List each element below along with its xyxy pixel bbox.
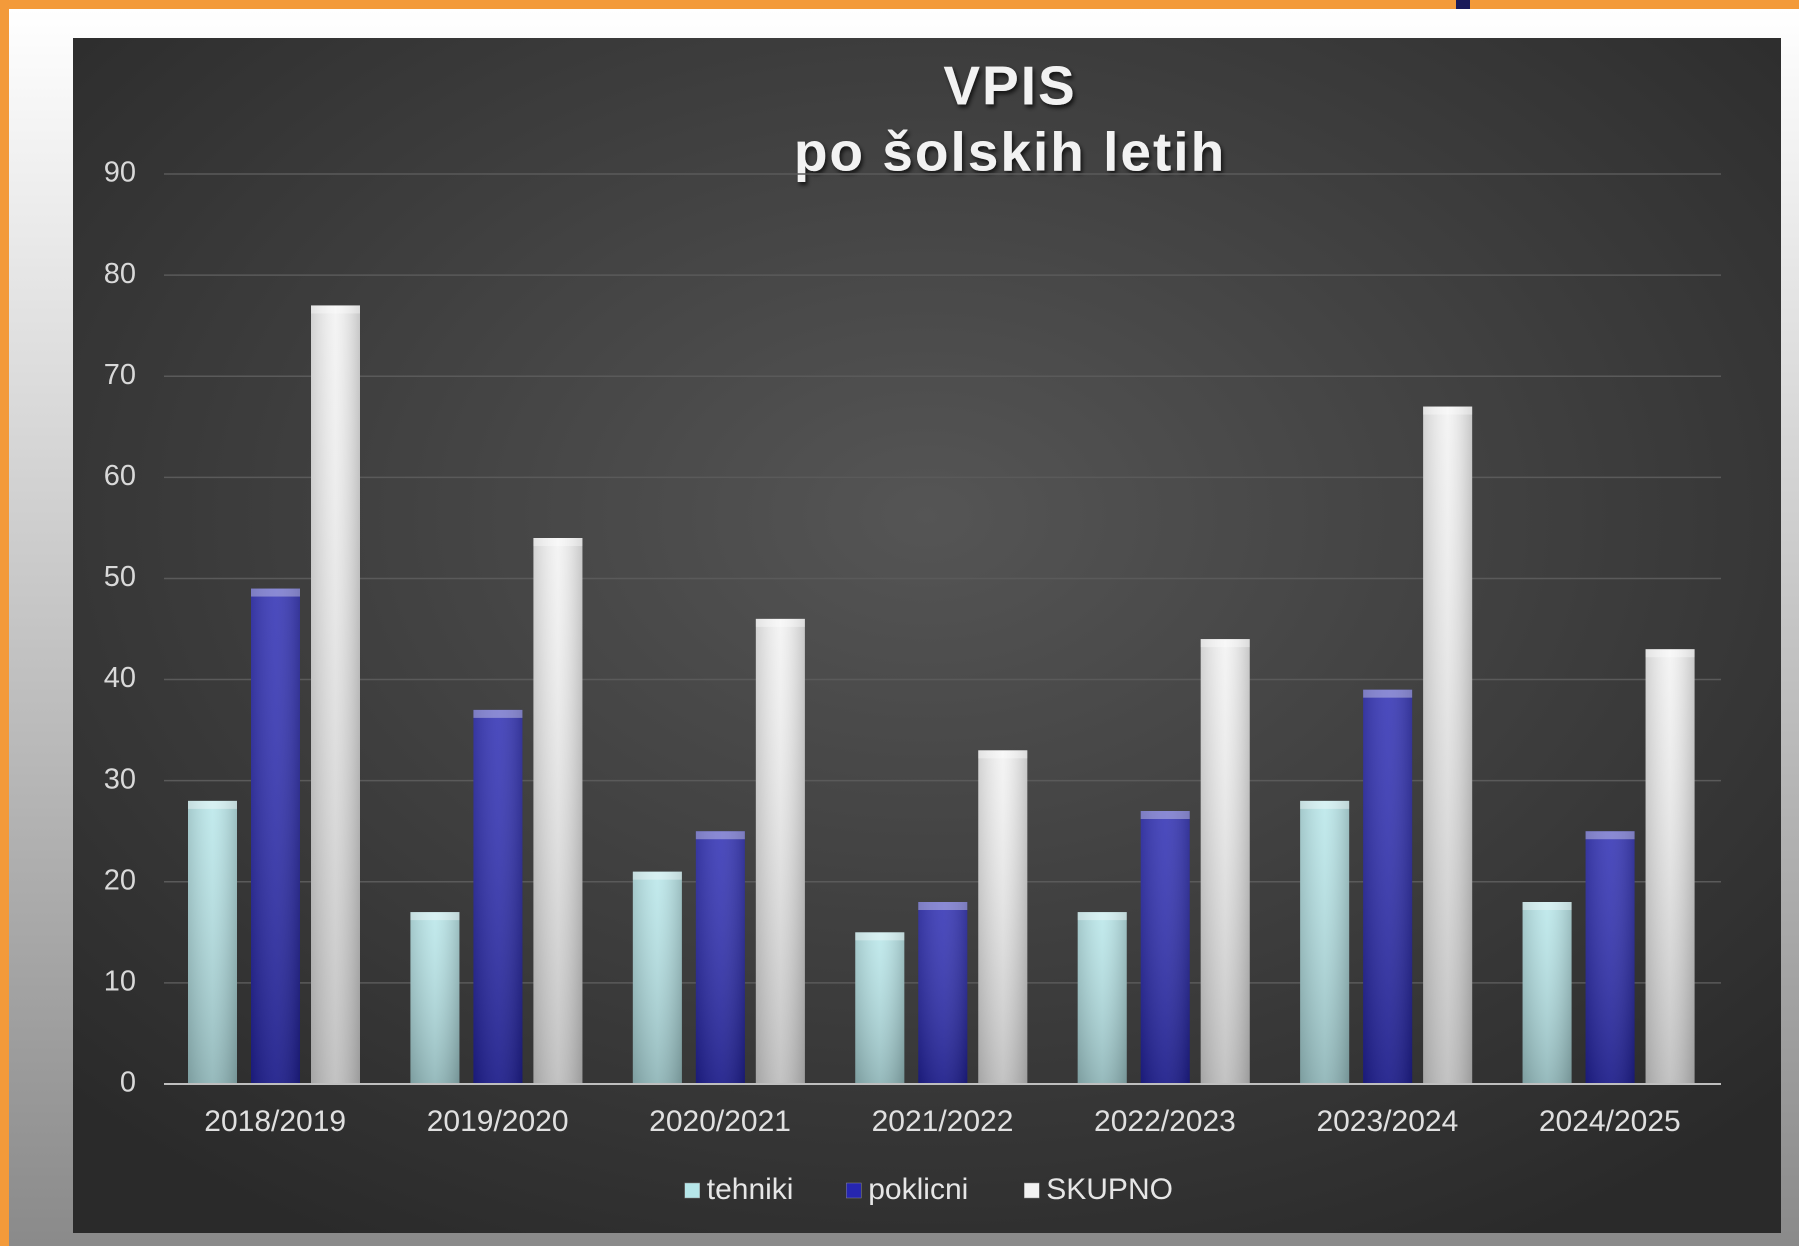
bar [410,912,460,1084]
y-tick-label: 30 [104,763,136,795]
bar-cap [1522,902,1572,910]
x-tick-label: 2018/2019 [204,1105,346,1138]
bar [1423,406,1473,1084]
bar-cap [755,618,805,627]
chart-subtitle: po šolskih letih [794,121,1226,183]
legend-label: poklicni [868,1173,968,1206]
y-tick-label: 70 [104,359,136,391]
y-tick-label: 20 [104,864,136,896]
y-tick-label: 90 [104,157,136,189]
y-tick-label: 10 [104,966,136,998]
x-tick-label: 2021/2022 [872,1105,1014,1138]
bar [311,305,360,1084]
x-tick-label: 2022/2023 [1094,1105,1236,1138]
bar-cap [1423,406,1473,415]
bar-cap [251,588,300,597]
x-tick-label: 2024/2025 [1539,1105,1681,1138]
bar [188,800,237,1084]
bar-cap [533,538,583,546]
y-tick-label: 0 [120,1067,136,1099]
bar-cap [473,709,523,718]
y-tick-label: 60 [104,460,136,492]
y-tick-label: 40 [104,662,136,694]
chart-title: VPIS [943,55,1076,117]
bar-cap [978,750,1028,759]
bar [978,750,1028,1084]
bar [632,871,682,1084]
bar [251,588,300,1084]
bar [1300,800,1350,1084]
legend-swatch [684,1182,700,1199]
bar [1140,811,1190,1084]
y-tick-label: 80 [104,258,136,290]
bar-cap [855,932,905,941]
bar [1077,912,1127,1084]
bar [695,831,745,1084]
legend-swatch [846,1182,862,1199]
bar [918,902,968,1084]
x-tick-label: 2019/2020 [427,1105,569,1138]
bar [755,618,805,1084]
bar-cap [1200,639,1250,648]
legend-label: SKUPNO [1046,1173,1173,1206]
bar [1585,831,1635,1084]
bar [855,932,905,1084]
bar-cap [188,800,237,809]
bar-cap [632,871,682,880]
bar-cap [1077,912,1127,921]
x-tick-label: 2020/2021 [649,1105,791,1138]
bar [1363,689,1413,1084]
bar-cap [1363,689,1413,698]
bar-cap [918,902,968,910]
legend-swatch [1024,1182,1040,1199]
bar-cap [1645,649,1695,658]
bar [1200,639,1250,1084]
y-tick-label: 50 [104,561,136,593]
bar-cap [1585,831,1635,840]
corner-mark [1456,0,1470,9]
bar-cap [695,831,745,840]
bar-cap [1300,800,1350,809]
bar [473,709,523,1084]
bar-cap [1140,811,1190,819]
legend-label: tehniki [707,1173,794,1206]
bar [1522,902,1572,1084]
bar-cap [311,305,360,314]
bar-cap [410,912,460,921]
x-tick-label: 2023/2024 [1316,1105,1458,1138]
bar [533,538,583,1084]
bar [1645,649,1695,1084]
